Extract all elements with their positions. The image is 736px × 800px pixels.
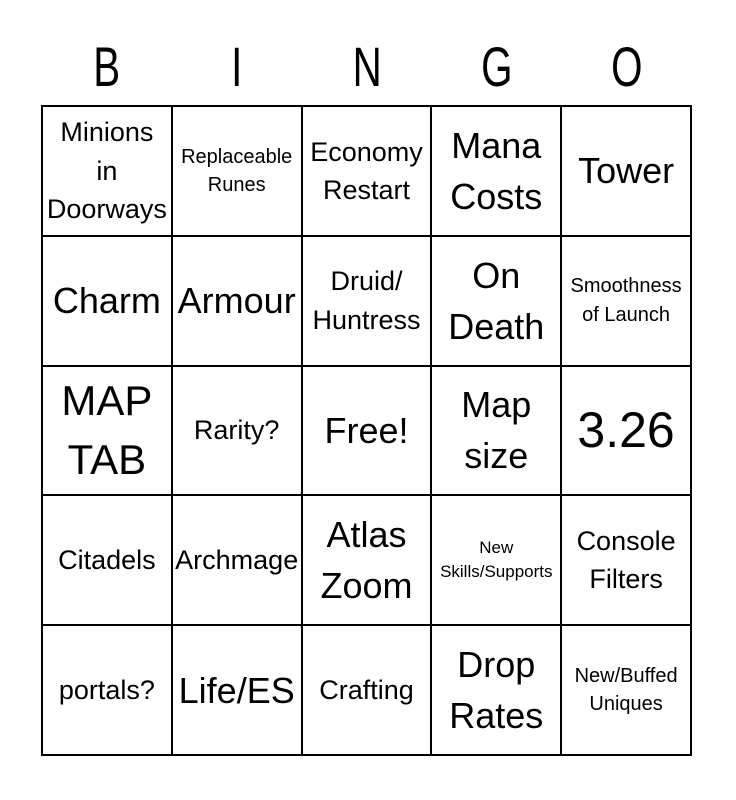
bingo-letter-b: B	[93, 35, 121, 98]
bingo-cell-r3-c2[interactable]: Rarity?	[172, 366, 301, 495]
bingo-cell-label: Charm	[52, 280, 161, 322]
bingo-cell-label: Smoothness of Launch	[570, 275, 682, 326]
bingo-cell-r5-c5[interactable]: New/Buffed Uniques	[562, 626, 690, 754]
bingo-cell-r1-c4[interactable]: Mana Costs	[432, 107, 561, 235]
bingo-cell-label: Crafting	[319, 674, 414, 705]
bingo-cell-r2-c4[interactable]: On Death	[432, 236, 561, 365]
bingo-cell-r3-c5[interactable]: 3.26	[562, 366, 690, 495]
bingo-cell-label: Drop Rates	[449, 643, 544, 737]
bingo-cell-r2-c1[interactable]: Charm	[43, 236, 171, 365]
bingo-cell-label: Economy Restart	[310, 136, 423, 205]
bingo-cell-r4-c4[interactable]: New Skills/Supports	[432, 496, 561, 625]
bingo-cell-label: New Skills/Supports	[440, 538, 553, 582]
bingo-cell-label: Atlas Zoom	[320, 514, 413, 607]
bingo-letter-i: I	[231, 35, 243, 98]
bingo-grid: Minions in Doorways Replaceable Runes Econ…	[41, 105, 692, 756]
bingo-cell-label: Life/ES	[178, 669, 295, 711]
bingo-cell-r1-c1[interactable]: Minions in Doorways	[43, 107, 171, 235]
bingo-cell-label: Rarity?	[193, 415, 280, 446]
bingo-cell-label: New/Buffed Uniques	[574, 664, 678, 716]
bingo-cell-label: Minions in Doorways	[46, 117, 167, 225]
bingo-letter-o: O	[611, 35, 643, 98]
bingo-cell-r4-c2[interactable]: Archmage	[172, 496, 301, 625]
bingo-cell-r5-c4[interactable]: Drop Rates	[432, 626, 561, 754]
bingo-cell-r3-c4[interactable]: Map size	[432, 366, 561, 495]
bingo-cell-label: 3.26	[577, 401, 675, 458]
bingo-cell-label: Tower	[578, 150, 675, 192]
bingo-cell-r1-c3[interactable]: Economy Restart	[302, 107, 431, 235]
bingo-letter-n: N	[352, 35, 382, 98]
bingo-cell-r5-c2[interactable]: Life/ES	[172, 626, 301, 754]
bingo-cell-label: portals?	[58, 674, 155, 705]
bingo-cell-label: On Death	[448, 254, 545, 347]
bingo-cell-label: Druid/ Huntress	[312, 266, 421, 335]
bingo-cell-label: Console Filters	[576, 525, 676, 595]
bingo-cell-r5-c3[interactable]: Crafting	[302, 626, 431, 754]
bingo-cell-r2-c5[interactable]: Smoothness of Launch	[562, 236, 690, 365]
bingo-cell-label: Citadels	[58, 545, 156, 576]
bingo-cell-label: Map size	[461, 384, 532, 477]
bingo-letter-g: G	[481, 35, 513, 98]
bingo-cell-r5-c1[interactable]: portals?	[43, 626, 171, 754]
bingo-cell-r3-c1[interactable]: MAP TAB	[43, 366, 171, 495]
bingo-cell-r4-c1[interactable]: Citadels	[43, 496, 171, 625]
bingo-cell-r4-c5[interactable]: Console Filters	[562, 496, 690, 625]
bingo-cell-r1-c5[interactable]: Tower	[562, 107, 690, 235]
bingo-cell-label: Replaceable Runes	[181, 145, 293, 196]
bingo-cell-r2-c3[interactable]: Druid/ Huntress	[302, 236, 431, 365]
bingo-cell-r2-c2[interactable]: Armour	[172, 236, 301, 365]
bingo-cell-label: Mana Costs	[450, 124, 543, 217]
bingo-cell-r3-c3[interactable]: Free!	[302, 366, 431, 495]
bingo-cell-label: MAP TAB	[61, 376, 153, 484]
bingo-cell-label: Archmage	[175, 545, 299, 576]
bingo-cell-r4-c3[interactable]: Atlas Zoom	[302, 496, 431, 625]
bingo-cell-label: Armour	[177, 280, 296, 322]
bingo-cell-r1-c2[interactable]: Replaceable Runes	[172, 107, 301, 235]
bingo-cell-label: Free!	[324, 409, 409, 451]
